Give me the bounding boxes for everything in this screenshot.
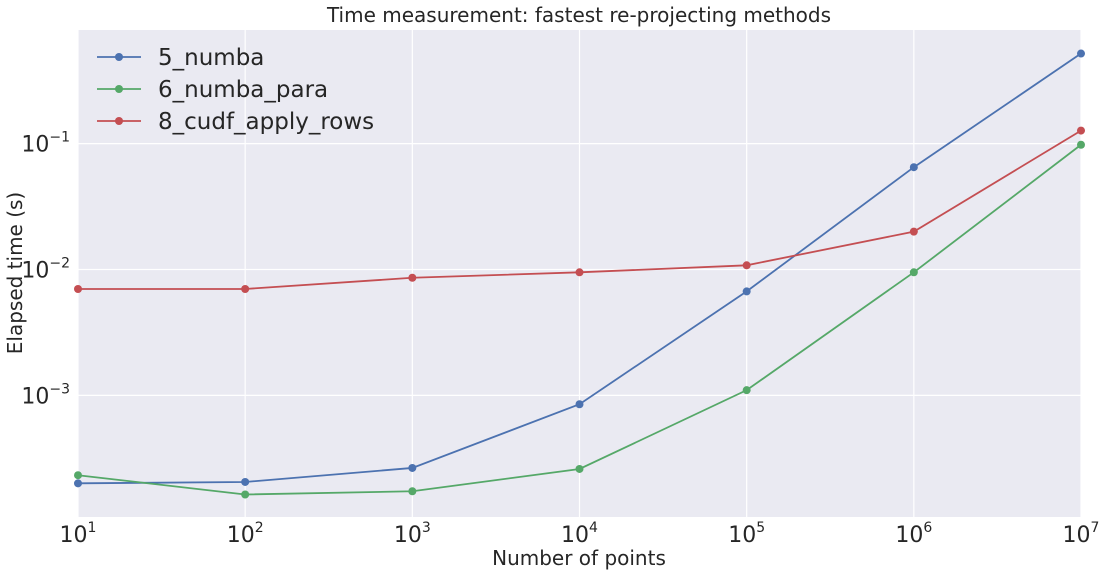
data-point [241, 490, 250, 499]
data-point [909, 227, 918, 236]
y-axis-label: Elapsed time (s) [3, 192, 27, 355]
data-point [74, 284, 82, 293]
x-tick-label: 107 [1063, 520, 1100, 548]
legend-item: 6_numba_para [97, 77, 328, 103]
x-tick-label: 106 [895, 520, 932, 548]
legend-label: 6_numba_para [158, 77, 328, 103]
data-point [1077, 49, 1085, 58]
series-5_numba [74, 49, 1085, 488]
x-tick-label: 104 [561, 520, 598, 548]
data-point [241, 477, 250, 486]
x-tick-label: 102 [227, 520, 264, 548]
series-6_numba_para [74, 140, 1085, 499]
x-tick-label: 103 [394, 520, 431, 548]
data-point [241, 284, 250, 293]
legend-item: 5_numba [97, 45, 264, 71]
data-point [408, 463, 417, 472]
data-point [408, 487, 417, 496]
x-axis-label: Number of points [492, 546, 666, 570]
y-tick-label: 10−3 [21, 381, 70, 409]
data-point [408, 273, 417, 282]
data-point [742, 386, 751, 395]
series-8_cudf_apply_rows [74, 126, 1085, 293]
legend-item: 8_cudf_apply_rows [97, 109, 374, 135]
data-point [742, 261, 751, 270]
x-tick-label: 105 [728, 520, 765, 548]
data-point [74, 471, 82, 480]
legend-label: 5_numba [158, 45, 264, 71]
data-point [909, 268, 918, 277]
data-point [909, 163, 918, 172]
y-tick-labels: 10−3 10−2 10−1 [21, 130, 70, 410]
data-point [742, 287, 751, 296]
legend-label: 8_cudf_apply_rows [158, 109, 374, 135]
legend-marker [115, 117, 123, 125]
x-tick-label: 101 [60, 520, 97, 548]
data-point [575, 464, 584, 473]
legend-marker [115, 53, 123, 61]
data-point [1077, 140, 1085, 149]
series-layer [74, 49, 1085, 499]
data-point [575, 268, 584, 277]
data-point [575, 400, 584, 409]
legend: 5_numba 6_numba_para 8_cudf_apply_rows [97, 45, 374, 135]
data-point [74, 479, 82, 488]
x-tick-labels: 101 102 103 104 105 106 107 [60, 520, 1100, 548]
legend-marker [115, 85, 123, 93]
data-point [1077, 126, 1085, 135]
chart-title: Time measurement: fastest re-projecting … [326, 3, 831, 27]
y-tick-label: 10−1 [21, 130, 70, 158]
y-tick-label: 10−2 [21, 256, 70, 284]
